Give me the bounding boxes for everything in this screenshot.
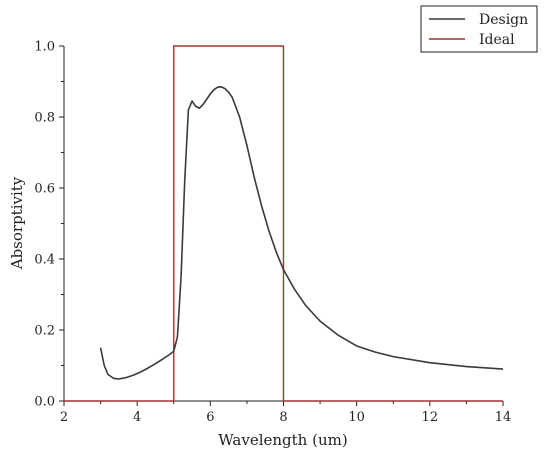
- y-tick-label: 0.4: [34, 253, 55, 268]
- x-tick-label: 14: [495, 410, 512, 425]
- y-tick-label: 0.6: [34, 182, 55, 197]
- x-tick-label: 2: [60, 410, 68, 425]
- y-tick-label: 1.0: [34, 40, 55, 55]
- y-tick-label: 0.2: [34, 324, 55, 339]
- x-axis-label: Wavelength (um): [218, 431, 347, 449]
- y-tick-label: 0.0: [34, 395, 55, 410]
- legend: Design Ideal: [420, 5, 538, 53]
- series-line-design: [99, 86, 504, 380]
- x-tick-label: 10: [348, 410, 365, 425]
- legend-label-ideal: Ideal: [479, 32, 515, 48]
- series-layer: [64, 45, 504, 402]
- x-tick-label: 12: [422, 410, 439, 425]
- legend-box: [420, 5, 538, 53]
- y-tick-label: 0.8: [34, 111, 55, 126]
- x-tick-label: 4: [133, 410, 141, 425]
- x-tick-label: 6: [206, 410, 214, 425]
- legend-label-design: Design: [479, 12, 528, 28]
- y-axis-label: Absorptivity: [8, 176, 26, 270]
- axes: 2 4 6 8 10 12 14 0.0 0.2 0.4 0.6 0.8 1.0: [34, 40, 511, 426]
- series-line-ideal: [64, 45, 503, 402]
- x-tick-label: 8: [279, 410, 287, 425]
